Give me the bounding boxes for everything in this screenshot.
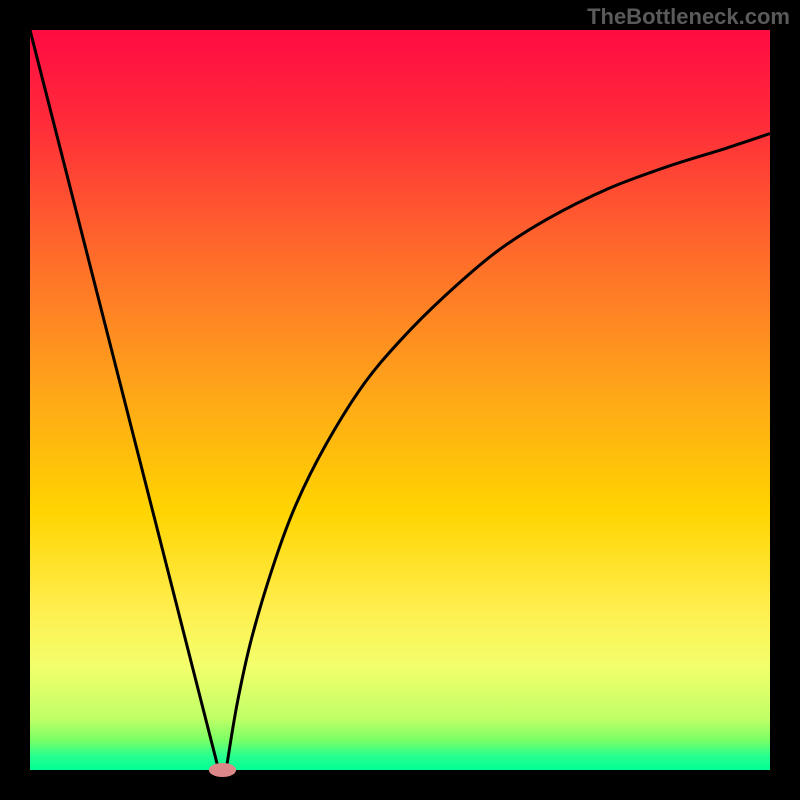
chart-curve <box>30 30 770 770</box>
curve-left-branch <box>30 30 219 770</box>
minimum-marker <box>209 763 236 776</box>
watermark-text: TheBottleneck.com <box>587 4 790 30</box>
plot-area <box>30 30 770 770</box>
curve-right-branch <box>226 134 770 770</box>
